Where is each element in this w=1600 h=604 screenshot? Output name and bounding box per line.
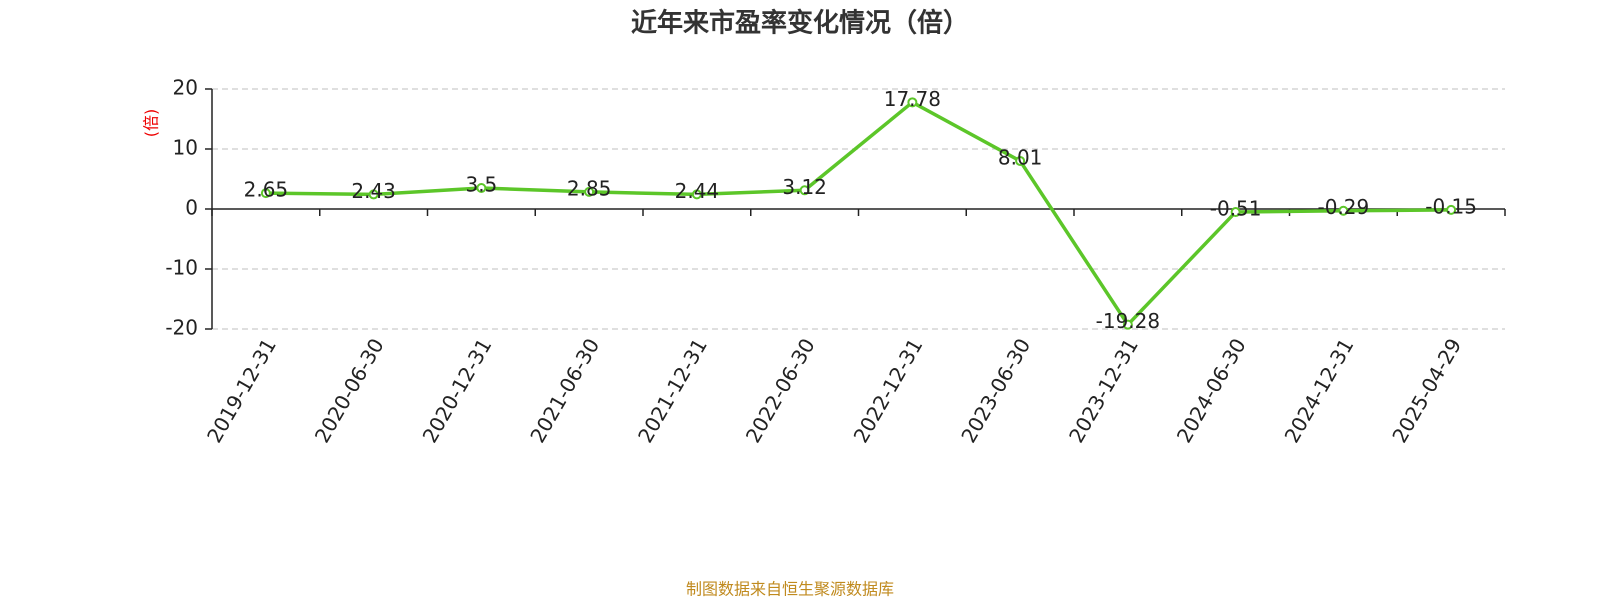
x-tick-label: 2023-12-31 xyxy=(1064,334,1143,447)
y-tick-label: 20 xyxy=(173,76,198,100)
x-tick-label: 2024-12-31 xyxy=(1280,334,1359,447)
point xyxy=(1446,204,1457,215)
data-label: 2.44 xyxy=(675,179,720,203)
point xyxy=(1230,207,1241,218)
data-label: 17.78 xyxy=(884,87,941,111)
x-tick-label: 2020-12-31 xyxy=(418,334,497,447)
y-tick-label: -10 xyxy=(165,256,198,280)
y-tick-label: -20 xyxy=(165,316,198,340)
x-tick-label: 2021-12-31 xyxy=(633,334,712,447)
data-label: -19.28 xyxy=(1096,309,1160,333)
chart-title: 近年来市盈率变化情况（倍） xyxy=(631,8,969,39)
data-label: -0.51 xyxy=(1210,197,1262,221)
x-tick-label: 2025-04-29 xyxy=(1387,334,1466,447)
data-label: -0.29 xyxy=(1318,195,1370,219)
y-tick-label: 0 xyxy=(185,196,198,220)
data-label: 2.65 xyxy=(244,178,289,202)
y-tick-label: 10 xyxy=(173,136,198,160)
x-tick-label: 2022-12-31 xyxy=(849,334,928,447)
x-tick-label: 2020-06-30 xyxy=(310,334,389,447)
data-label: 8.01 xyxy=(998,145,1043,169)
x-tick-label: 2023-06-30 xyxy=(956,334,1035,447)
data-label: 3.5 xyxy=(465,173,497,197)
point xyxy=(907,97,918,108)
x-tick-label: 2019-12-31 xyxy=(202,334,281,447)
x-tick-label: 2024-06-30 xyxy=(1172,334,1251,447)
data-label: -0.15 xyxy=(1425,194,1477,218)
point xyxy=(260,188,271,199)
data-label: 2.43 xyxy=(351,179,396,203)
point xyxy=(799,185,810,196)
line xyxy=(265,100,1452,327)
point xyxy=(476,183,487,193)
point xyxy=(1338,205,1349,216)
data-label: 2.85 xyxy=(567,176,612,200)
point xyxy=(691,189,702,200)
point xyxy=(1015,155,1026,166)
x-tick-label: 2022-06-30 xyxy=(741,334,820,447)
point xyxy=(584,186,595,197)
y-axis-label: (倍) xyxy=(142,109,161,138)
x-tick-label: 2021-06-30 xyxy=(525,334,604,447)
point xyxy=(368,189,379,200)
point xyxy=(1122,319,1133,330)
source-note: 制图数据来自恒生聚源数据库 xyxy=(686,580,894,599)
data-label: 3.12 xyxy=(782,175,827,199)
